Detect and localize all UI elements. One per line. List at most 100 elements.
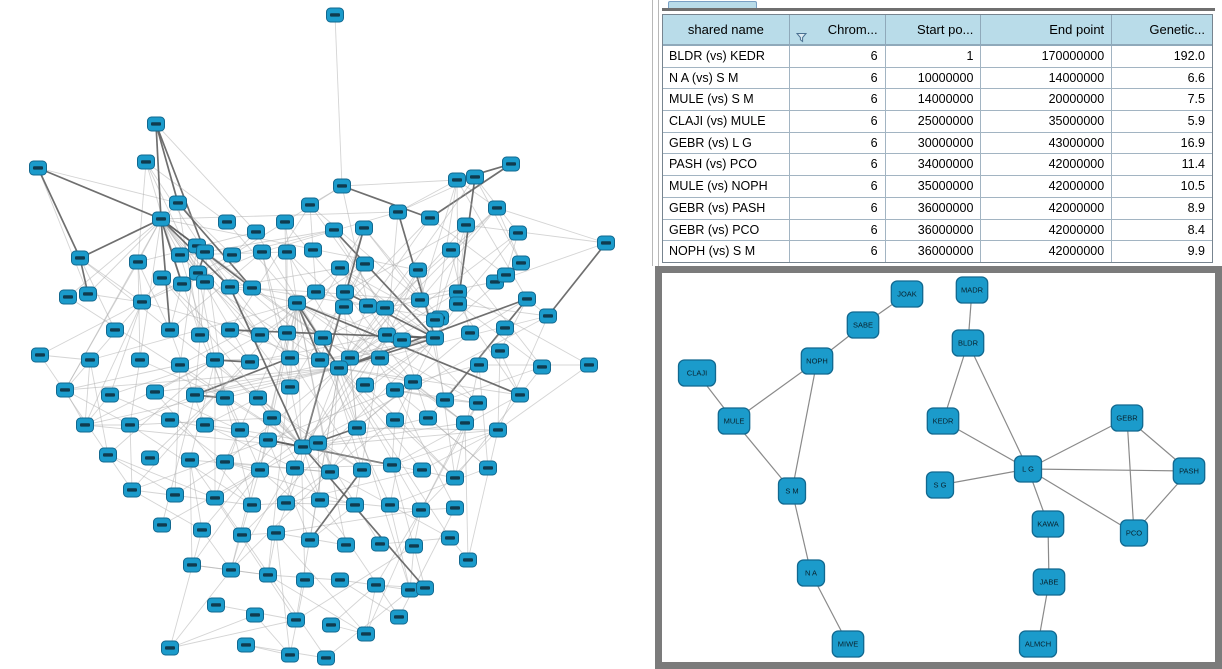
table-cell[interactable]: MULE (vs) S M: [663, 89, 790, 111]
table-row[interactable]: MULE (vs) S M 6 14000000 20000000 7.5: [663, 88, 1212, 111]
table-cell[interactable]: 6: [790, 46, 886, 67]
node-shape[interactable]: [1110, 404, 1144, 432]
network-node[interactable]: [247, 224, 265, 240]
network-node[interactable]: [496, 320, 514, 336]
network-node[interactable]: [296, 572, 314, 588]
overview-network-canvas[interactable]: JOAK MADR SABE NOPH BLDR CLAJI MULE KEDR GEBR L G…: [662, 273, 1215, 662]
table-row[interactable]: BLDR (vs) KEDR 6 1 170000000 192.0: [663, 46, 1212, 67]
node-shape[interactable]: [717, 407, 751, 435]
network-node[interactable]: [153, 517, 171, 533]
network-node[interactable]: [393, 332, 411, 348]
table-cell[interactable]: BLDR (vs) KEDR: [663, 46, 790, 67]
network-node[interactable]: [281, 350, 299, 366]
node-s-g[interactable]: S G: [925, 471, 955, 499]
network-node[interactable]: [171, 247, 189, 263]
network-node[interactable]: [99, 447, 117, 463]
network-node[interactable]: [413, 462, 431, 478]
network-node[interactable]: [231, 422, 249, 438]
column-header-end-point[interactable]: End point: [981, 15, 1113, 44]
network-node[interactable]: [404, 374, 422, 390]
network-node[interactable]: [405, 538, 423, 554]
network-node[interactable]: [191, 327, 209, 343]
table-cell[interactable]: 36000000: [886, 197, 982, 219]
table-cell[interactable]: 8.4: [1187, 222, 1205, 237]
network-node[interactable]: [276, 214, 294, 230]
node-pash[interactable]: PASH: [1172, 457, 1206, 485]
node-claji[interactable]: CLAJI: [677, 359, 717, 387]
network-node[interactable]: [326, 7, 344, 23]
network-node[interactable]: [221, 322, 239, 338]
network-node[interactable]: [401, 582, 419, 598]
table-cell[interactable]: 42000000: [981, 197, 1113, 219]
network-node[interactable]: [277, 495, 295, 511]
network-node[interactable]: [446, 470, 464, 486]
network-node[interactable]: [376, 300, 394, 316]
network-node[interactable]: [449, 296, 467, 312]
table-row[interactable]: GEBR (vs) PASH 6 36000000 42000000 8.9: [663, 196, 1212, 219]
column-header-shared-name[interactable]: shared name: [663, 15, 790, 44]
network-node[interactable]: [416, 580, 434, 596]
network-node[interactable]: [466, 169, 484, 185]
network-node[interactable]: [419, 410, 437, 426]
network-node[interactable]: [441, 530, 459, 546]
network-node[interactable]: [218, 214, 236, 230]
table-cell[interactable]: 10000000: [886, 67, 982, 89]
network-node[interactable]: [426, 330, 444, 346]
network-node[interactable]: [278, 244, 296, 260]
network-node[interactable]: [216, 390, 234, 406]
network-node[interactable]: [196, 417, 214, 433]
network-node[interactable]: [221, 279, 239, 295]
table-row[interactable]: GEBR (vs) PCO 6 36000000 42000000 8.4: [663, 218, 1212, 241]
network-node[interactable]: [469, 395, 487, 411]
table-row[interactable]: MULE (vs) NOPH 6 35000000 42000000 10.5: [663, 175, 1212, 197]
node-gebr[interactable]: GEBR: [1110, 404, 1144, 432]
network-node[interactable]: [359, 298, 377, 314]
table-cell[interactable]: CLAJI (vs) MULE: [663, 111, 790, 132]
table-row[interactable]: N A (vs) S M 6 10000000 14000000 6.6: [663, 66, 1212, 89]
network-node[interactable]: [337, 537, 355, 553]
table-cell[interactable]: 35000000: [981, 111, 1113, 132]
network-node[interactable]: [386, 382, 404, 398]
node-shape[interactable]: [926, 407, 960, 435]
table-cell[interactable]: 5.9: [1187, 114, 1205, 129]
network-node[interactable]: [56, 382, 74, 398]
column-header-chrom-[interactable]: Chrom...: [790, 15, 886, 44]
network-node[interactable]: [259, 432, 277, 448]
network-node[interactable]: [76, 417, 94, 433]
network-node[interactable]: [311, 352, 329, 368]
node-n-a[interactable]: N A: [796, 559, 826, 587]
network-node[interactable]: [287, 612, 305, 628]
node-shape[interactable]: [677, 359, 717, 387]
network-node[interactable]: [301, 532, 319, 548]
network-node[interactable]: [511, 387, 529, 403]
node-noph[interactable]: NOPH: [800, 347, 834, 375]
network-node[interactable]: [123, 482, 141, 498]
network-node[interactable]: [79, 286, 97, 302]
table-cell[interactable]: 36000000: [886, 219, 982, 241]
network-node[interactable]: [336, 284, 354, 300]
node-mule[interactable]: MULE: [717, 407, 751, 435]
network-node[interactable]: [251, 327, 269, 343]
network-node[interactable]: [161, 322, 179, 338]
network-node[interactable]: [241, 354, 259, 370]
node-shape[interactable]: [831, 630, 865, 658]
table-row[interactable]: CLAJI (vs) MULE 6 25000000 35000000 5.9: [663, 110, 1212, 132]
table-cell[interactable]: NOPH (vs) S M: [663, 241, 790, 262]
table-cell[interactable]: 1: [886, 46, 982, 67]
node-l-g[interactable]: L G: [1013, 455, 1043, 483]
network-node[interactable]: [259, 567, 277, 583]
network-node[interactable]: [196, 274, 214, 290]
table-cell[interactable]: 20000000: [981, 89, 1113, 111]
table-cell[interactable]: 7.5: [1187, 92, 1205, 107]
network-node[interactable]: [348, 420, 366, 436]
network-node[interactable]: [307, 284, 325, 300]
network-node[interactable]: [497, 267, 515, 283]
network-node[interactable]: [206, 490, 224, 506]
network-node[interactable]: [539, 308, 557, 324]
network-node[interactable]: [121, 417, 139, 433]
table-row[interactable]: GEBR (vs) L G 6 30000000 43000000 16.9: [663, 131, 1212, 154]
network-node[interactable]: [263, 410, 281, 426]
main-network-canvas[interactable]: [0, 0, 652, 669]
table-cell[interactable]: MULE (vs) NOPH: [663, 176, 790, 197]
table-cell[interactable]: 6: [790, 154, 886, 176]
